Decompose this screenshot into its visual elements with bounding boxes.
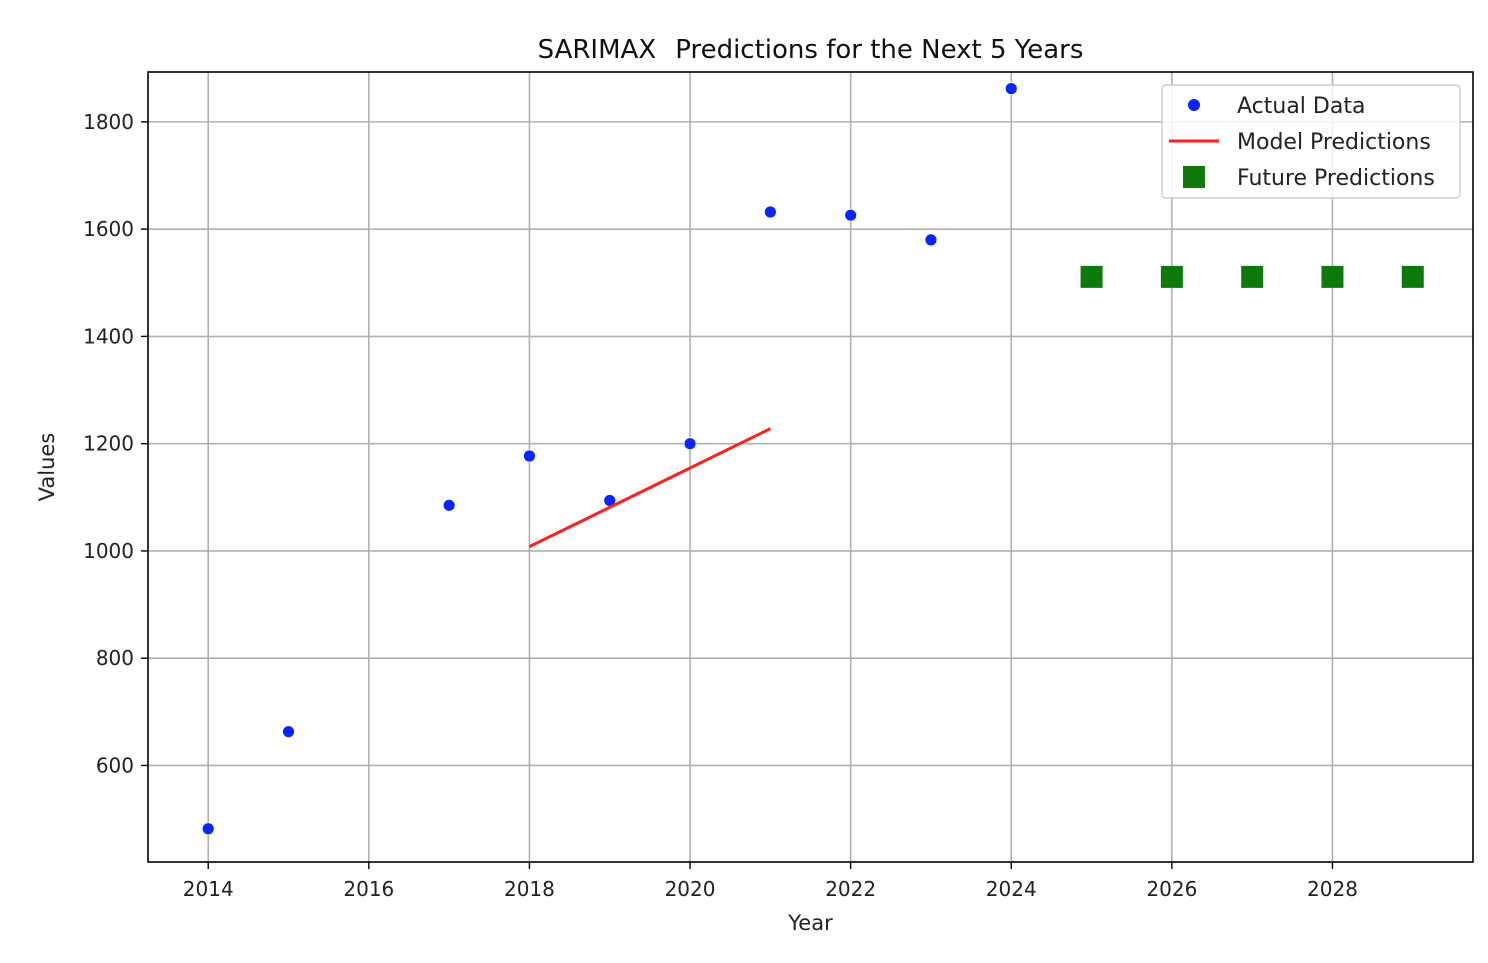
future-prediction-point: [1160, 265, 1183, 288]
x-tick-label: 2028: [1307, 877, 1358, 901]
legend: Actual Data Model Predictions Future Predi…: [1161, 84, 1461, 199]
plot-series: [201, 82, 1424, 836]
actual-data-point: [844, 208, 858, 222]
y-tick-label: 800: [96, 646, 134, 670]
actual-data-point: [523, 449, 536, 463]
legend-label: Future Predictions: [1237, 166, 1435, 191]
series-model-predictions: [528, 427, 772, 548]
future-prediction-point: [1241, 265, 1264, 288]
legend-box: [1161, 84, 1461, 199]
actual-data-point: [201, 822, 215, 836]
actual-data-point: [924, 233, 938, 247]
x-tick-label: 2022: [825, 877, 876, 901]
x-tick-label: 2014: [183, 877, 234, 901]
legend-entries: Actual Data Model Predictions Future Predi…: [1169, 94, 1435, 191]
grid: [148, 72, 1473, 862]
future-prediction-point: [1080, 265, 1103, 288]
actual-data-point: [442, 498, 456, 512]
x-tick-label: 2024: [986, 877, 1037, 901]
x-tick-label: 2026: [1146, 877, 1197, 901]
x-tick-label: 2018: [504, 877, 555, 901]
y-tick-label: 1800: [83, 110, 134, 134]
plot-frame: [147, 71, 1474, 863]
legend-entry: Future Predictions: [1183, 166, 1435, 191]
y-tick-label: 1400: [83, 324, 134, 348]
y-axis-label: Values: [35, 433, 59, 502]
y-tick-label: 1000: [83, 539, 134, 563]
axis-ticks: 2014 2016 2018 2020 2022 2024 2026 2028 600 800 10…: [83, 110, 1358, 901]
actual-data-point: [282, 725, 295, 739]
chart-title: SARIMAX Predictions for the Next 5 Years: [538, 35, 1084, 65]
y-tick-label: 600: [96, 753, 134, 777]
x-tick-label: 2016: [343, 877, 394, 901]
y-tick-label: 1200: [83, 432, 134, 456]
future-prediction-point: [1401, 265, 1424, 288]
legend-entry: Model Predictions: [1169, 130, 1431, 155]
future-prediction-point: [1321, 265, 1344, 288]
actual-data-point: [683, 437, 697, 451]
actual-data-point: [763, 205, 777, 219]
series-actual-data: [201, 82, 1018, 836]
actual-data-point: [1004, 82, 1018, 96]
chart-title-model: SARIMAX: [538, 35, 657, 65]
series-future-predictions: [1080, 265, 1424, 288]
legend-square-swatch: [1183, 166, 1205, 188]
legend-circle-swatch: [1188, 99, 1200, 111]
model-prediction-line: [528, 427, 772, 548]
x-axis-label: Year: [787, 911, 833, 935]
chart-title-rest: Predictions for the Next 5 Years: [675, 35, 1083, 65]
legend-entry: Actual Data: [1188, 94, 1365, 119]
x-tick-label: 2020: [665, 877, 716, 901]
y-tick-label: 1600: [83, 217, 134, 241]
legend-label: Model Predictions: [1237, 130, 1431, 155]
legend-label: Actual Data: [1237, 94, 1365, 119]
